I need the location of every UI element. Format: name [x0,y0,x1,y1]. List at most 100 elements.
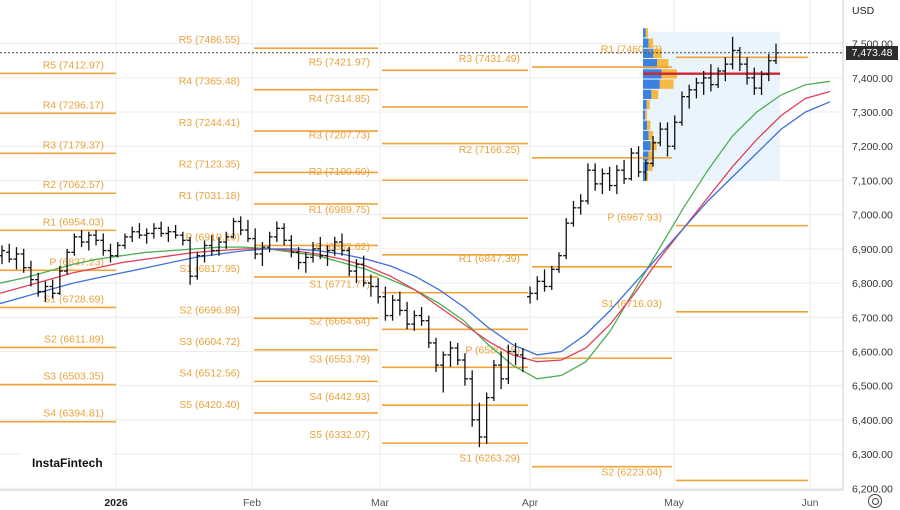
pivot-label: R4 (7365.48) [179,76,240,88]
ohlc-bar [367,274,374,297]
ohlc-bar [671,115,678,150]
ohlc-bar [707,64,714,92]
x-axis: 2026 Feb Mar Apr May Jun [0,489,843,509]
ohlc-bar [302,252,309,273]
y-tick-label: 7,000.00 [852,210,893,222]
ohlc-bar [650,135,657,167]
ohlc-bar [476,402,483,448]
pivot-label: R2 (7123.35) [179,158,240,170]
ohlc-bar [85,231,92,251]
ohlc-bar [259,242,266,266]
logo-text: InstaFintech [32,456,103,470]
y-tick-label: 6,200.00 [852,483,893,495]
y-tick-label: 6,800.00 [852,278,893,290]
pivot-label: S1 (6817.95) [179,263,240,275]
ohlc-bar [440,351,447,393]
ohlc-bar [143,228,150,244]
ohlc-bar [150,223,157,239]
candles [0,36,779,448]
ohlc-bar [454,342,461,366]
ohlc-bar [664,122,671,157]
currency-label[interactable]: USD [852,5,875,17]
ohlc-bar [498,351,505,390]
ohlc-bar [686,84,693,109]
ohlc-bar [396,291,403,316]
ohlc-bar [56,265,63,296]
ohlc-bar [411,310,418,331]
pivot-label: S3 (6553.79) [309,353,370,365]
ohlc-bar [512,342,519,366]
moving-average-line [0,101,831,356]
ohlc-bar [375,277,382,304]
x-tick-label: Jun [802,497,819,509]
y-tick-label: 7,400.00 [852,73,893,85]
volume-profile-zone [643,31,780,181]
pivot-label: R1 (6989.75) [309,204,370,216]
ohlc-bar [541,269,548,292]
pivot-label: R1 (6954.03) [43,216,104,228]
ohlc-bar [599,168,606,195]
ohlc-bar [657,122,664,147]
ohlc-bar [288,235,295,258]
ohlc-bar [534,276,541,301]
volume-bar-sell [653,48,662,59]
ohlc-bar [469,370,476,427]
ohlc-bar [208,235,215,256]
ohlc-bar [6,243,13,263]
ohlc-bar [505,344,512,384]
ohlc-bar [338,233,345,256]
grid-lines [0,0,843,490]
x-tick-label: Mar [371,497,390,509]
pivot-levels: R5 (7412.97) R4 (7296.17) R3 (7179.37) R2 (… [0,34,808,482]
ohlc-bar [425,315,432,349]
ohlc-bar [93,230,100,246]
ohlc-bar [179,231,186,246]
ohlc-bar [563,218,570,260]
ohlc-bar [266,231,273,253]
x-tick-label: Apr [522,497,539,509]
pivot-label: S1 (6263.29) [459,453,520,465]
ohlc-bar [49,279,56,299]
ohlc-bar [27,260,34,287]
pivot-label: S2 (6223.04) [601,466,662,478]
ohlc-bar [555,252,562,273]
x-tick-label: Feb [243,497,261,509]
ohlc-bar [389,295,396,321]
pivot-label: S1 (6716.03) [601,298,662,310]
brand-logo: InstaFintech [22,448,112,478]
pivot-label: P (6967.93) [607,212,662,224]
pivot-label: R2 (7100.60) [309,166,370,178]
y-tick-label: 7,100.00 [852,175,893,187]
volume-bar-buy [643,171,646,182]
y-tick-label: 7,200.00 [852,141,893,153]
pivot-label: S4 (6442.93) [309,391,370,403]
pivot-label: S4 (6512.56) [179,367,240,379]
ohlc-bar [736,47,743,71]
y-tick-label: 6,900.00 [852,244,893,256]
y-tick-label: 6,500.00 [852,381,893,393]
volume-bar-buy [643,151,649,161]
ohlc-bar [628,147,635,181]
settings-gear-icon[interactable] [868,494,882,508]
volume-bar-sell [659,79,674,89]
ohlc-bar [223,231,230,249]
volume-bar-sell [648,161,653,171]
pivot-label: S3 (6604.72) [179,336,240,348]
ohlc-bar [310,242,317,263]
ohlc-bar [331,236,338,256]
volume-bar-buy [643,38,649,48]
pivot-label: R1 (7031.18) [179,190,240,202]
pivot-label: P (6837.23) [49,256,104,268]
ohlc-bar [360,255,367,287]
pivot-label: S2 (6664.64) [309,315,370,327]
volume-bar-sell [648,38,654,48]
pivot-label: S4 (6394.81) [43,408,104,420]
ohlc-bar [78,230,85,248]
ohlc-bar [281,223,288,246]
ohlc-bar [606,166,613,191]
ohlc-bar [244,219,251,243]
pivot-label: S5 (6332.07) [309,429,370,441]
ohlc-bar [64,248,71,275]
volume-bar-sell [651,89,659,100]
